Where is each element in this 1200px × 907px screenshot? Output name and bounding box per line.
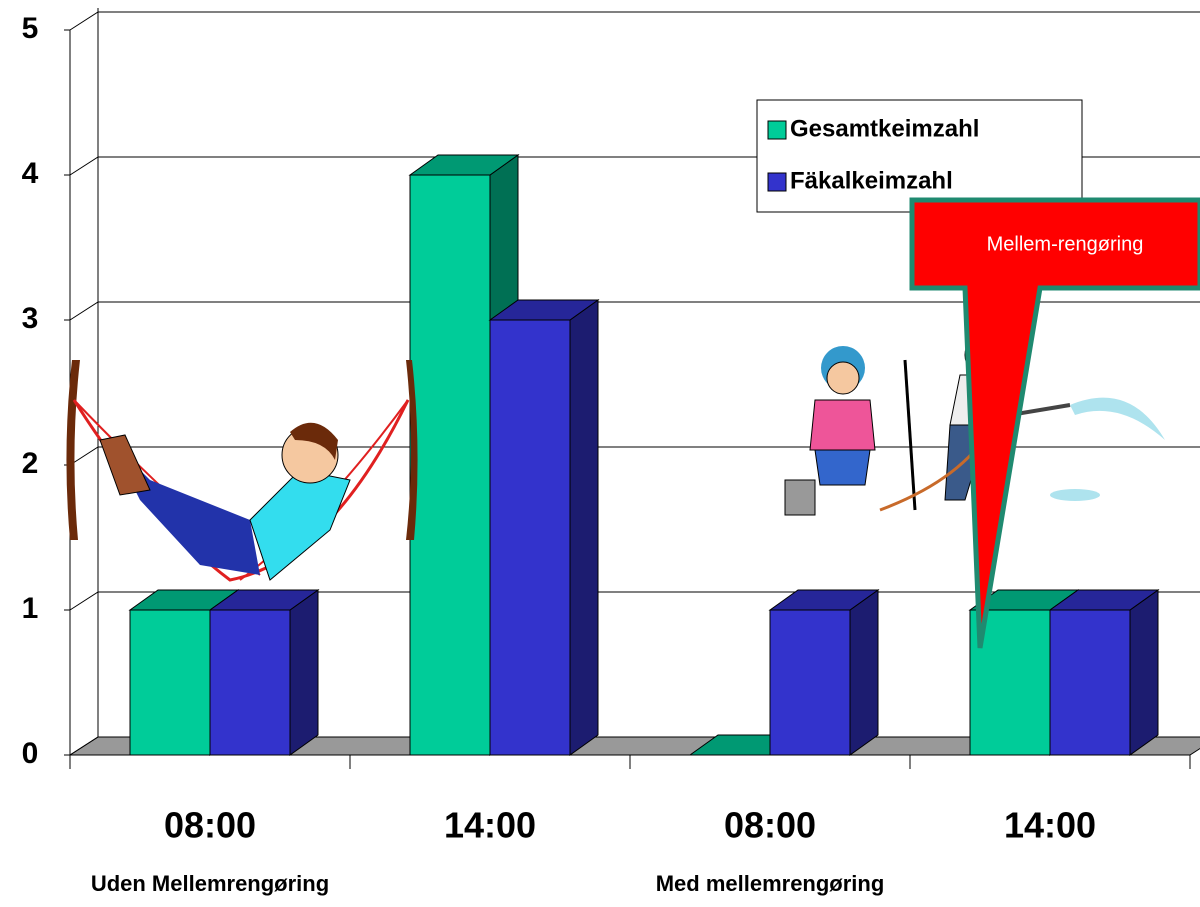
group-label: Uden Mellemrengøring bbox=[91, 871, 329, 896]
legend-swatch bbox=[768, 173, 786, 191]
bar bbox=[770, 610, 850, 755]
y-tick-label: 1 bbox=[22, 592, 39, 625]
legend-swatch bbox=[768, 121, 786, 139]
legend-label: Gesamtkeimzahl bbox=[790, 115, 979, 142]
grid-line bbox=[70, 447, 1200, 465]
bar bbox=[210, 610, 290, 755]
y-tick-label: 2 bbox=[22, 447, 39, 480]
x-tick-label: 14:00 bbox=[444, 805, 536, 846]
y-tick-label: 0 bbox=[22, 737, 39, 770]
bar bbox=[410, 175, 490, 755]
bar bbox=[130, 610, 210, 755]
group-label: Med mellemrengøring bbox=[656, 871, 885, 896]
legend-label: Fäkalkeimzahl bbox=[790, 167, 953, 194]
x-tick-label: 08:00 bbox=[164, 805, 256, 846]
grid-line bbox=[70, 12, 1200, 30]
bar-side bbox=[1130, 590, 1158, 755]
callout-text: Mellem-rengøring bbox=[987, 233, 1144, 255]
bar bbox=[1050, 610, 1130, 755]
y-tick-label: 4 bbox=[22, 157, 39, 190]
chart: 0 1 2 3 4 5 08:00 14:00 08:00 14:00 Uden Mellemren… bbox=[0, 0, 1200, 902]
x-tick-label: 14:00 bbox=[1004, 805, 1096, 846]
y-tick-label: 3 bbox=[22, 302, 39, 335]
y-tick-label: 5 bbox=[22, 12, 39, 45]
hammock-illustration bbox=[66, 360, 417, 580]
legend: Gesamtkeimzahl Fäkalkeimzahl bbox=[757, 100, 1082, 212]
bar-side bbox=[570, 300, 598, 755]
bar bbox=[490, 320, 570, 755]
x-tick-label: 08:00 bbox=[724, 805, 816, 846]
bar-side bbox=[850, 590, 878, 755]
bar-side bbox=[290, 590, 318, 755]
